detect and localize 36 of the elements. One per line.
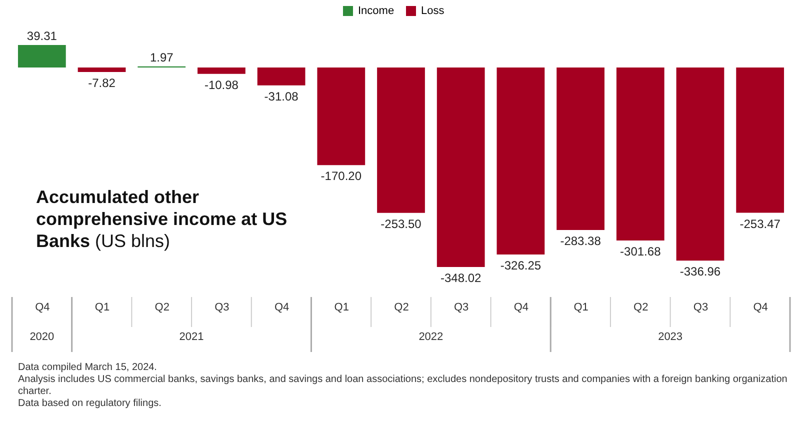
- text: Accumulated other comprehensive income at US Banks (US blns): [36, 186, 288, 252]
- x-tick-label: Q2: [154, 302, 170, 314]
- data-label: -10.98: [204, 78, 239, 92]
- data-label: -253.47: [740, 216, 781, 231]
- x-tick-label: Q4: [35, 302, 50, 314]
- data-label: -336.96: [680, 264, 721, 279]
- x-tick-label: Q4: [753, 302, 768, 314]
- data-label: -283.38: [560, 234, 602, 248]
- x-tick-label: Q2: [394, 302, 409, 314]
- text: 2022: [418, 331, 444, 343]
- x-tick-label: Q1: [94, 302, 110, 314]
- x-tick-label: Q2: [634, 302, 648, 314]
- text: 2021: [179, 331, 204, 343]
- text: 2023: [658, 331, 683, 343]
- legend-label: Income: [358, 5, 394, 17]
- x-tick-label: Q4: [514, 302, 529, 314]
- x-tick-label: Q1: [574, 302, 588, 314]
- text: Analysis includes US commercial banks, savings banks, and savings and loan associations; excludes nondepository trusts and companies with a foreign banking organization charter.: [18, 374, 788, 398]
- x-tick-label: Q3: [214, 302, 230, 314]
- data-label: 1.97: [150, 50, 174, 64]
- x-tick-label: Q3: [454, 302, 469, 314]
- text: 2020: [30, 331, 54, 343]
- x-tick-label: Q4: [274, 302, 290, 314]
- data-label: -348.02: [440, 271, 482, 285]
- text: Data based on regulatory filings.: [18, 398, 162, 410]
- data-label: -7.82: [88, 76, 116, 90]
- data-label: -301.68: [620, 244, 662, 258]
- x-tick-label: Q1: [334, 302, 349, 314]
- text: Data compiled March 15, 2024.: [18, 362, 158, 374]
- legend-label: Loss: [421, 5, 445, 17]
- data-label: -31.08: [264, 89, 299, 104]
- x-tick-label: Q3: [693, 302, 708, 314]
- data-label: -326.25: [500, 258, 542, 273]
- data-label: 39.31: [26, 29, 58, 43]
- data-label: -253.50: [380, 216, 422, 231]
- data-label: -170.20: [320, 169, 362, 184]
